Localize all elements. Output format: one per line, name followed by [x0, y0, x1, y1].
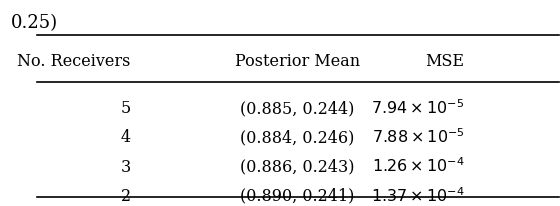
Text: No. Receivers: No. Receivers — [17, 53, 130, 70]
Text: 2: 2 — [120, 188, 130, 205]
Text: 4: 4 — [120, 129, 130, 146]
Text: (0.890, 0.241): (0.890, 0.241) — [240, 188, 355, 205]
Text: 0.25): 0.25) — [11, 14, 58, 32]
Text: $7.88 \times 10^{-5}$: $7.88 \times 10^{-5}$ — [372, 129, 465, 147]
Text: $1.37 \times 10^{-4}$: $1.37 \times 10^{-4}$ — [371, 187, 465, 206]
Text: $7.94 \times 10^{-5}$: $7.94 \times 10^{-5}$ — [371, 99, 465, 118]
Text: $1.26 \times 10^{-4}$: $1.26 \times 10^{-4}$ — [372, 158, 465, 177]
Text: 5: 5 — [120, 100, 130, 117]
Text: 3: 3 — [120, 159, 130, 176]
Text: MSE: MSE — [426, 53, 465, 70]
Text: (0.884, 0.246): (0.884, 0.246) — [240, 129, 355, 146]
Text: Posterior Mean: Posterior Mean — [235, 53, 360, 70]
Text: (0.886, 0.243): (0.886, 0.243) — [240, 159, 355, 176]
Text: (0.885, 0.244): (0.885, 0.244) — [240, 100, 355, 117]
